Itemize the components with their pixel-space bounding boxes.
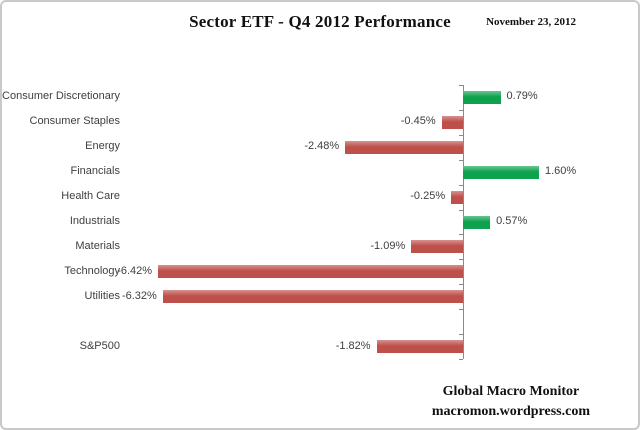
value-label-financials: 1.60% <box>545 165 577 178</box>
footer-url: macromon.wordpress.com <box>431 403 590 419</box>
bar-technology <box>158 265 463 279</box>
bar-utilities <box>162 290 464 304</box>
category-label-materials: Materials <box>75 239 120 252</box>
bar-consumer-discretionary <box>463 90 501 104</box>
axis-tick <box>459 184 463 186</box>
value-label-utilities: -6.32% <box>121 289 157 302</box>
category-label-technology: Technology <box>64 264 120 277</box>
value-label-energy: -2.48% <box>304 140 340 153</box>
axis-tick <box>459 359 463 360</box>
value-label-technology: -6.42% <box>117 264 153 277</box>
bar-energy <box>345 140 463 154</box>
bar-industrials <box>463 215 491 229</box>
category-label-financials: Financials <box>70 165 120 178</box>
bar-health-care <box>451 190 463 204</box>
axis-tick <box>459 134 463 136</box>
footer-source: Global Macro Monitor <box>442 384 580 399</box>
category-label-consumer-staples: Consumer Staples <box>29 115 121 128</box>
axis-tick <box>459 159 463 161</box>
bar-materials <box>411 240 463 254</box>
axis-tick <box>459 85 463 86</box>
chart-date: November 23, 2012 <box>486 16 576 28</box>
chart-footer: Global Macro Monitor macromon.wordpress.… <box>432 382 590 421</box>
axis-tick <box>459 109 463 111</box>
category-label-s-p500: S&P500 <box>79 339 120 352</box>
category-label-health-care: Health Care <box>61 190 120 203</box>
axis-tick <box>459 309 463 311</box>
value-label-consumer-discretionary: 0.79% <box>506 90 538 103</box>
axis-tick <box>459 334 463 336</box>
category-label-industrials: Industrials <box>69 215 120 227</box>
axis-tick <box>459 234 463 236</box>
axis-tick <box>459 259 463 261</box>
category-label-consumer-discretionary: Consumer Discretionary <box>2 90 120 103</box>
chart-title: Sector ETF - Q4 2012 Performance <box>189 12 451 31</box>
value-label-health-care: -0.25% <box>410 190 446 203</box>
value-label-consumer-staples: -0.45% <box>400 115 436 128</box>
bar-financials <box>463 165 539 179</box>
value-label-s-p500: -1.82% <box>335 339 371 352</box>
category-label-utilities: Utilities <box>84 289 120 302</box>
value-label-industrials: 0.57% <box>496 215 528 227</box>
bar-consumer-staples <box>441 115 464 129</box>
category-label-energy: Energy <box>85 140 120 153</box>
axis-tick <box>459 209 463 211</box>
axis-tick <box>459 284 463 286</box>
value-label-materials: -1.09% <box>370 239 406 252</box>
bar-s-p500 <box>376 340 464 354</box>
